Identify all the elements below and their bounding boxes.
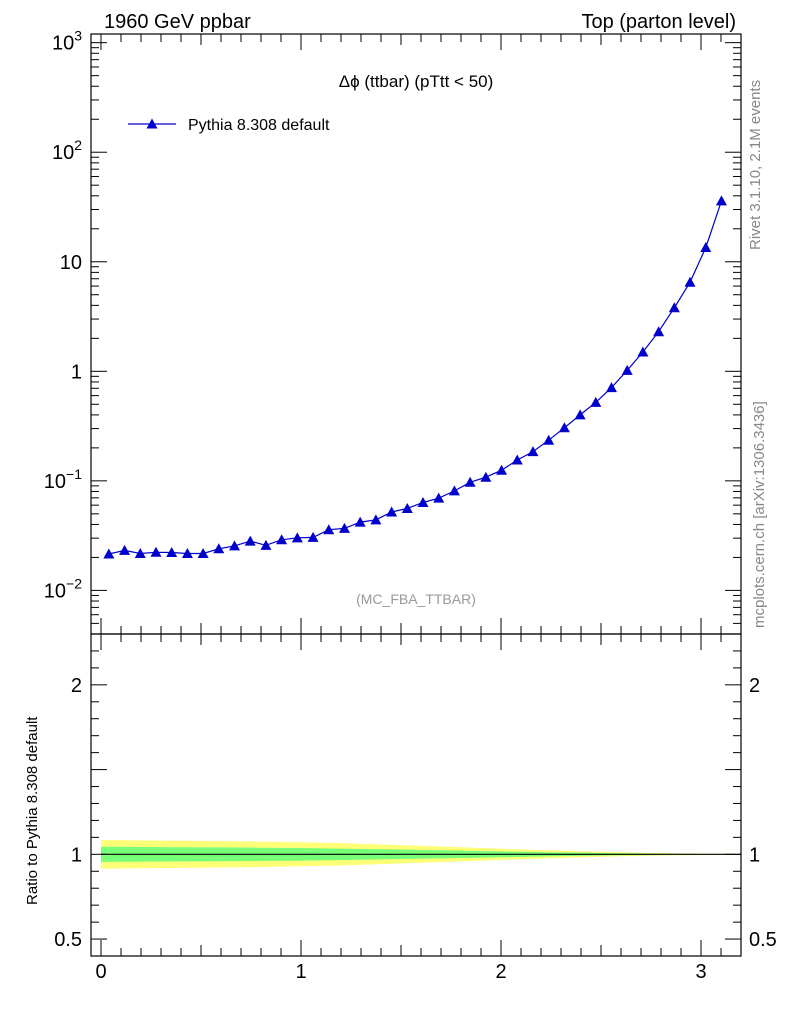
ratio-y-tick-label-left: 0.5 (54, 929, 82, 951)
ratio-y-tick-label-right: 2 (749, 675, 760, 697)
data-point-triangle-icon (323, 524, 335, 535)
legend-marker-triangle-icon (146, 118, 158, 129)
main-y-tick-labels: 10−2 10−1 1 10 102 103 (44, 28, 82, 603)
data-point-triangle-icon (668, 302, 680, 313)
data-point-triangle-icon (464, 476, 476, 487)
data-point-triangle-icon (291, 532, 303, 543)
analysis-annotation: (MC_FBA_TTBAR) (356, 591, 476, 607)
data-point-triangle-icon (181, 548, 193, 559)
main-title: Δϕ (ttbar) (pTtt < 50) (339, 72, 494, 91)
ratio-ylabel: Ratio to Pythia 8.308 default (24, 716, 41, 905)
data-point-triangle-icon (134, 548, 146, 559)
y-tick-label: 10 (60, 252, 82, 274)
data-point-triangle-icon (166, 546, 178, 557)
series-markers-pythia (103, 195, 727, 559)
main-plot-panel: 10−2 10−1 1 10 102 103 Δϕ (ttbar) (pTtt < 50)… (44, 28, 742, 635)
y-tick-label: 103 (52, 28, 82, 55)
data-point-triangle-icon (229, 540, 241, 551)
ratio-y-tick-labels: 0.5 0.5 1 1 2 2 (54, 675, 777, 951)
ratio-y-tick-label-right: 1 (749, 844, 760, 866)
y-tick-label: 10−1 (44, 466, 82, 493)
data-point-triangle-icon (103, 548, 115, 559)
ratio-frame (90, 633, 742, 957)
data-point-triangle-icon (213, 543, 225, 554)
data-point-triangle-icon (433, 492, 445, 503)
x-tick-label: 2 (495, 961, 506, 983)
data-point-triangle-icon (417, 496, 429, 507)
data-point-triangle-icon (637, 346, 649, 357)
series-line-pythia (108, 200, 723, 555)
data-point-triangle-icon (511, 454, 523, 465)
data-point-triangle-icon (244, 535, 256, 546)
x-tick-labels: 0 1 2 3 (95, 961, 706, 983)
data-point-triangle-icon (606, 382, 617, 393)
data-point-triangle-icon (150, 546, 162, 557)
data-point-triangle-icon (386, 506, 398, 517)
data-point-triangle-icon (653, 326, 665, 337)
data-point-triangle-icon (480, 471, 492, 482)
legend-entry-pythia: Pythia 8.308 default (188, 117, 330, 134)
data-point-triangle-icon (370, 514, 382, 525)
data-point-triangle-icon (558, 422, 570, 433)
data-point-triangle-icon (354, 516, 366, 527)
data-point-triangle-icon (260, 539, 272, 550)
data-point-triangle-icon (496, 464, 508, 475)
y-tick-label: 102 (52, 137, 82, 164)
rivet-label: Rivet 3.1.10, 2.1M events (747, 80, 764, 250)
data-point-triangle-icon (197, 548, 209, 559)
x-tick-label: 0 (95, 961, 106, 983)
ratio-y-tick-label-left: 1 (71, 844, 82, 866)
ratio-y-tick-label-left: 2 (71, 675, 82, 697)
ratio-plot-panel: 0.5 0.5 1 1 2 2 0 1 2 3 Ratio to Pythia 8.308 de… (24, 633, 777, 983)
data-point-triangle-icon (715, 195, 727, 206)
y-tick-label: 10−2 (44, 575, 82, 602)
main-axis-ticks (91, 34, 742, 635)
y-tick-label: 1 (71, 361, 82, 383)
data-point-triangle-icon (119, 544, 131, 555)
data-point-triangle-icon (700, 241, 712, 252)
data-point-triangle-icon (574, 409, 586, 420)
data-point-triangle-icon (448, 485, 460, 496)
data-point-triangle-icon (401, 502, 413, 513)
header-left: 1960 GeV ppbar (104, 11, 251, 33)
data-point-triangle-icon (307, 531, 319, 542)
legend: Pythia 8.308 default (128, 117, 330, 134)
ratio-axis-ticks (91, 633, 742, 957)
x-tick-label: 3 (695, 961, 706, 983)
x-tick-label: 1 (295, 961, 306, 983)
mcplots-label: mcplots.cern.ch [arXiv:1306.3436] (751, 401, 768, 628)
data-point-triangle-icon (338, 522, 350, 533)
ratio-y-tick-label-right: 0.5 (749, 929, 777, 951)
data-point-triangle-icon (590, 396, 602, 407)
data-point-triangle-icon (276, 534, 288, 545)
header-right: Top (parton level) (581, 11, 736, 33)
data-point-triangle-icon (621, 364, 633, 375)
data-point-triangle-icon (527, 446, 539, 457)
data-point-triangle-icon (543, 434, 555, 445)
data-point-triangle-icon (684, 276, 696, 287)
